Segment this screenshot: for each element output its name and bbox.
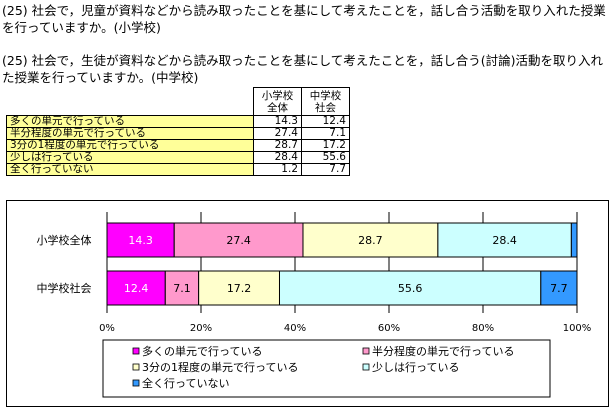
table-row: 3分の1程度の単元で行っている 28.7 17.2 (6, 139, 350, 152)
cell-elementary: 27.4 (253, 127, 302, 140)
x-tick-label: 40% (284, 323, 306, 334)
legend-swatch (362, 347, 370, 355)
bar-segment (106, 222, 175, 258)
legend-swatch (132, 363, 140, 371)
bar-segment (198, 270, 280, 306)
legend-swatch (362, 363, 370, 371)
table-row: 多くの単元で行っている 14.3 12.4 (6, 115, 350, 128)
row-label: 3分の1程度の単元で行っている (6, 139, 254, 152)
data-label: 55.6 (398, 282, 423, 295)
bar-segment (278, 270, 542, 306)
bar-segment (173, 222, 304, 258)
legend-label: 半分程度の単元で行っている (372, 344, 514, 358)
legend-label: 少しは行っている (372, 361, 459, 374)
question-25-elementary: (25) 社会で，児童が資料などから読み取ったことを基にして考えたことを，話し合… (2, 3, 606, 35)
data-label: 12.4 (124, 282, 149, 295)
data-label: 27.4 (226, 234, 251, 247)
col-header-elementary: 小学校全体 (253, 87, 302, 116)
col-header-junior-high: 中学校社会 (301, 87, 350, 116)
cell-junior-high: 7.7 (301, 163, 350, 176)
cell-junior-high: 7.1 (301, 127, 350, 140)
bar-segment (437, 222, 572, 258)
category-label: 小学校全体 (37, 233, 92, 247)
cell-elementary: 28.4 (253, 151, 302, 164)
bar-segment (106, 270, 166, 306)
cell-elementary: 14.3 (253, 115, 302, 128)
bar-segment (302, 222, 439, 258)
table-row: 全く行っていない 1.2 7.7 (6, 163, 350, 176)
row-label: 少しは行っている (6, 151, 254, 164)
data-label: 7.1 (173, 282, 191, 295)
cell-junior-high: 12.4 (301, 115, 350, 128)
summary-table: 小学校全体 中学校社会 多くの単元で行っている 14.3 12.4 半分程度の単… (6, 87, 350, 176)
cell-elementary: 1.2 (253, 163, 302, 176)
legend-label: 多くの単元で行っている (142, 344, 262, 358)
data-label: 17.2 (227, 282, 252, 295)
legend-swatch (132, 347, 140, 355)
legend-label: 3分の1程度の単元で行っている (142, 360, 298, 374)
x-tick-label: 60% (378, 323, 400, 334)
bar-segment (540, 270, 578, 306)
row-label: 全く行っていない (6, 163, 254, 176)
data-label: 28.7 (358, 234, 383, 247)
question-25-junior-high: (25) 社会で，生徒が資料などから読み取ったことを基にして考えたことを，話し合… (2, 53, 604, 85)
table-row: 少しは行っている 28.4 55.6 (6, 151, 350, 164)
legend-swatch (132, 379, 140, 387)
category-label: 中学校社会 (37, 281, 92, 295)
x-tick-label: 100% (563, 323, 592, 334)
x-tick-label: 80% (472, 323, 494, 334)
x-tick-label: 20% (190, 323, 212, 334)
data-label: 7.7 (550, 282, 568, 295)
x-tick-label: 0% (99, 323, 115, 334)
legend-box (102, 339, 551, 398)
legend-label: 全く行っていない (142, 376, 229, 390)
chart-frame (6, 200, 609, 407)
bar-segment (570, 222, 578, 258)
data-label: 14.3 (128, 234, 153, 247)
data-label: 28.4 (492, 234, 517, 247)
